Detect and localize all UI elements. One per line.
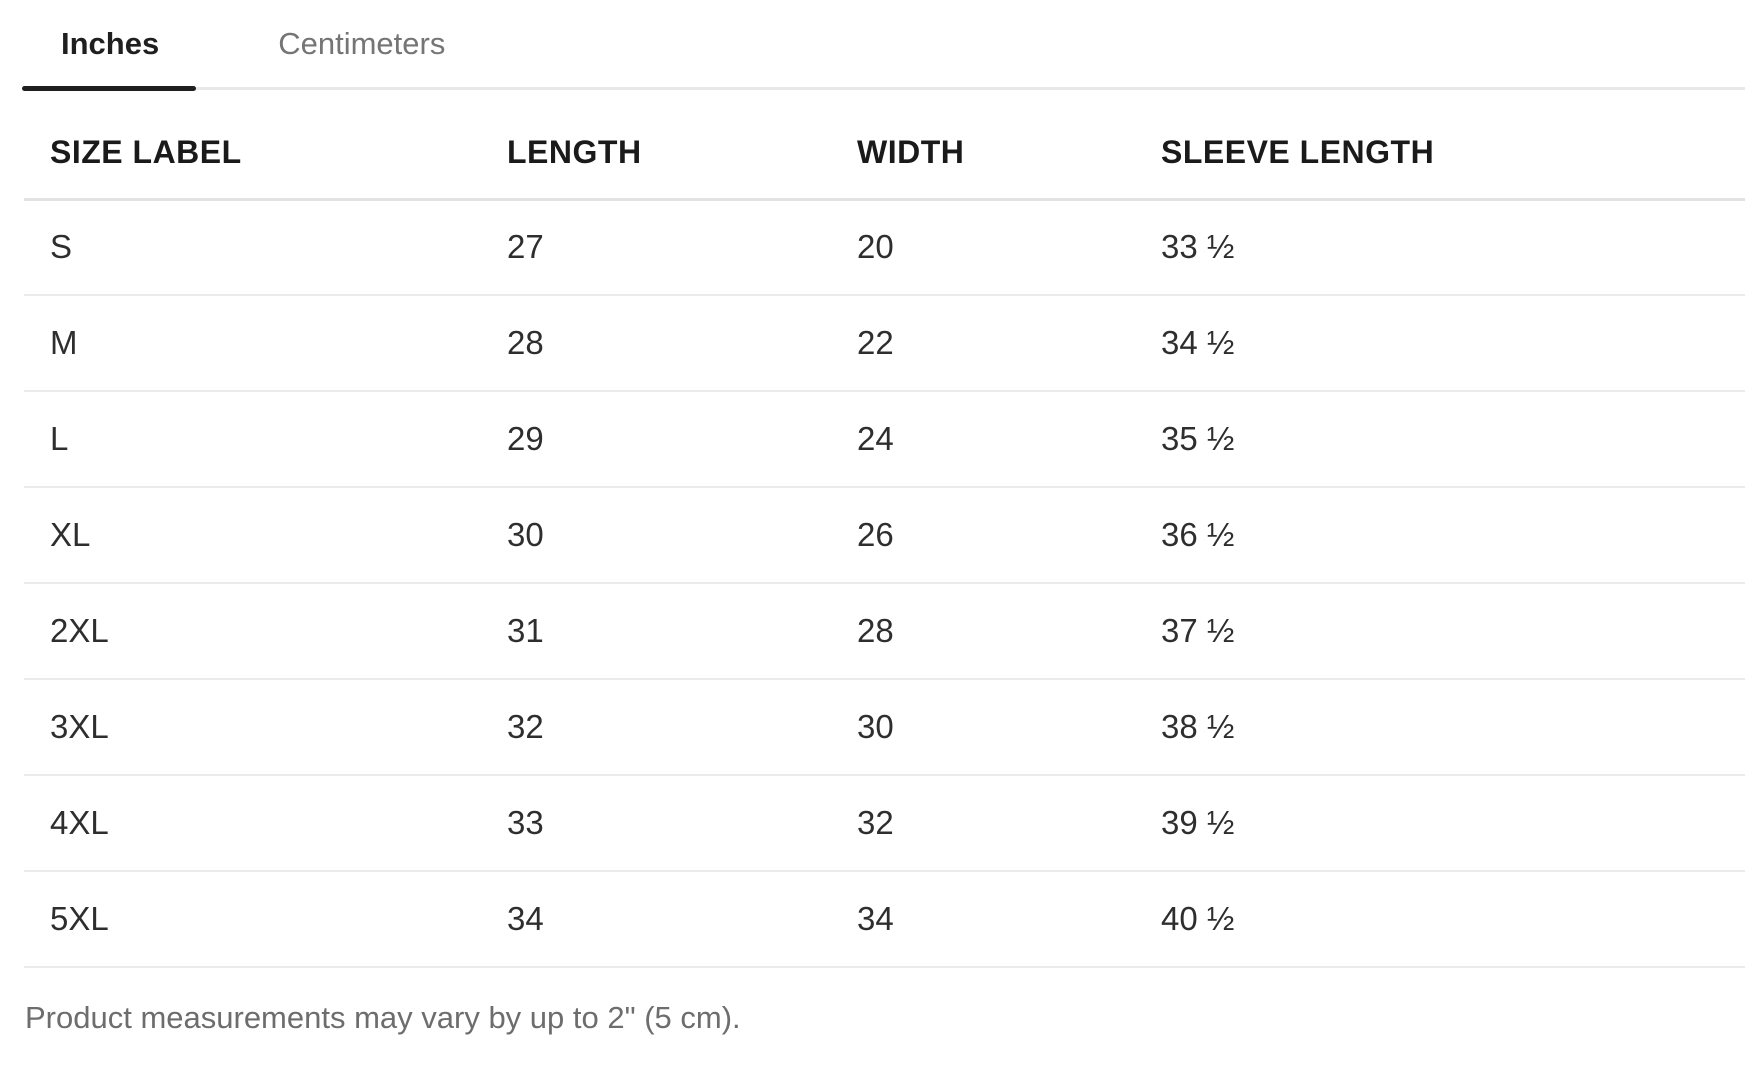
cell-width: 24	[831, 391, 1135, 488]
column-header-size-label: SIZE LABEL	[24, 107, 481, 201]
cell-width: 20	[831, 199, 1135, 296]
table-row: L 29 24 35 ½	[24, 391, 1745, 488]
cell-size-label: M	[24, 295, 481, 392]
tab-inches-label: Inches	[61, 25, 160, 61]
tab-inches[interactable]: Inches	[22, 0, 197, 91]
column-header-length: LENGTH	[481, 107, 831, 201]
cell-length: 32	[481, 679, 831, 776]
table-header-row: SIZE LABEL LENGTH WIDTH SLEEVE LENGTH	[24, 107, 1745, 201]
cell-width: 34	[831, 871, 1135, 968]
cell-width: 26	[831, 487, 1135, 584]
active-tab-underline	[22, 86, 197, 91]
cell-size-label: 4XL	[24, 775, 481, 872]
table-body: S 27 20 33 ½ M 28 22 34 ½ L 29 24 35 ½ X…	[24, 199, 1745, 968]
cell-length: 29	[481, 391, 831, 488]
cell-sleeve-length: 39 ½	[1135, 775, 1745, 872]
cell-size-label: 5XL	[24, 871, 481, 968]
table-row: 2XL 31 28 37 ½	[24, 583, 1745, 680]
cell-width: 32	[831, 775, 1135, 872]
tab-centimeters[interactable]: Centimeters	[241, 0, 482, 87]
size-guide-panel: Inches Centimeters SIZE LABEL LENGTH WID…	[22, 0, 1745, 1036]
cell-width: 28	[831, 583, 1135, 680]
cell-size-label: 2XL	[24, 583, 481, 680]
tab-centimeters-label: Centimeters	[278, 25, 446, 61]
cell-sleeve-length: 36 ½	[1135, 487, 1745, 584]
unit-tabs: Inches Centimeters	[22, 0, 1745, 91]
measurement-disclaimer: Product measurements may vary by up to 2…	[25, 1000, 741, 1035]
table-row: S 27 20 33 ½	[24, 199, 1745, 296]
cell-length: 27	[481, 199, 831, 296]
table-row: 4XL 33 32 39 ½	[24, 775, 1745, 872]
table-header: SIZE LABEL LENGTH WIDTH SLEEVE LENGTH	[24, 107, 1745, 201]
cell-width: 22	[831, 295, 1135, 392]
column-header-width: WIDTH	[831, 107, 1135, 201]
cell-length: 33	[481, 775, 831, 872]
cell-size-label: S	[24, 199, 481, 296]
cell-sleeve-length: 37 ½	[1135, 583, 1745, 680]
cell-length: 30	[481, 487, 831, 584]
cell-sleeve-length: 38 ½	[1135, 679, 1745, 776]
cell-size-label: 3XL	[24, 679, 481, 776]
size-chart-table: SIZE LABEL LENGTH WIDTH SLEEVE LENGTH S …	[24, 107, 1745, 968]
table-row: 5XL 34 34 40 ½	[24, 871, 1745, 968]
cell-sleeve-length: 33 ½	[1135, 199, 1745, 296]
cell-sleeve-length: 35 ½	[1135, 391, 1745, 488]
table-row: XL 30 26 36 ½	[24, 487, 1745, 584]
cell-size-label: XL	[24, 487, 481, 584]
cell-length: 34	[481, 871, 831, 968]
cell-length: 31	[481, 583, 831, 680]
cell-sleeve-length: 34 ½	[1135, 295, 1745, 392]
table-row: M 28 22 34 ½	[24, 295, 1745, 392]
table-row: 3XL 32 30 38 ½	[24, 679, 1745, 776]
cell-sleeve-length: 40 ½	[1135, 871, 1745, 968]
cell-length: 28	[481, 295, 831, 392]
cell-size-label: L	[24, 391, 481, 488]
column-header-sleeve-length: SLEEVE LENGTH	[1135, 107, 1745, 201]
cell-width: 30	[831, 679, 1135, 776]
